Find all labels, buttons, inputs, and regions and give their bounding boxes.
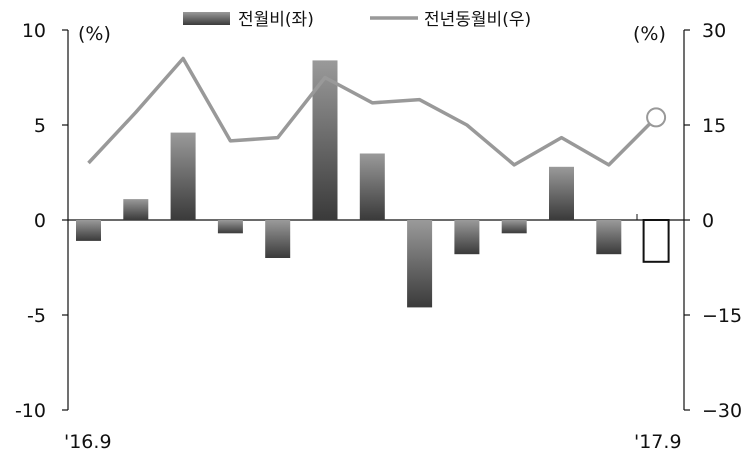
bar [596, 220, 622, 255]
right-tick-label: −30 [702, 400, 742, 422]
bar [265, 220, 291, 258]
left-ticks: 10 5 0 -5 -10 [15, 20, 68, 422]
bar [312, 60, 338, 221]
left-tick-label: 5 [34, 115, 46, 137]
right-tick-label: 30 [702, 20, 726, 42]
line-path [87, 56, 658, 167]
bar [76, 220, 101, 241]
x-labels: '16.9 '17.9 [64, 431, 682, 452]
right-ticks: 30 15 0 −15 −30 [684, 20, 742, 422]
bar [454, 220, 480, 255]
bar [501, 220, 527, 234]
bar [359, 153, 385, 220]
right-axis-unit: (%) [633, 23, 666, 45]
bar-outlined [642, 219, 670, 263]
left-axis-unit: (%) [78, 23, 111, 45]
right-tick-label: 0 [702, 210, 714, 232]
bar [170, 132, 196, 220]
bar [217, 220, 243, 234]
legend-bar-swatch [183, 12, 230, 25]
x-label-end: '17.9 [634, 431, 682, 452]
legend-line-label: 전년동월비(우) [424, 10, 531, 30]
left-tick-label: 10 [22, 20, 46, 42]
bar [407, 220, 433, 308]
bar [123, 199, 149, 220]
left-tick-label: 0 [34, 210, 46, 232]
line-point-marker [646, 107, 667, 128]
legend: 전월비(좌) 전년동월비(우) [183, 10, 531, 30]
bars [76, 60, 670, 308]
bar [549, 166, 574, 220]
right-tick-label: −15 [702, 305, 742, 327]
x-label-start: '16.9 [64, 431, 112, 452]
left-tick-label: -10 [15, 400, 46, 422]
line-series [87, 56, 667, 167]
left-tick-label: -5 [27, 305, 46, 327]
right-tick-label: 15 [702, 115, 726, 137]
legend-bar-label: 전월비(좌) [238, 10, 314, 30]
